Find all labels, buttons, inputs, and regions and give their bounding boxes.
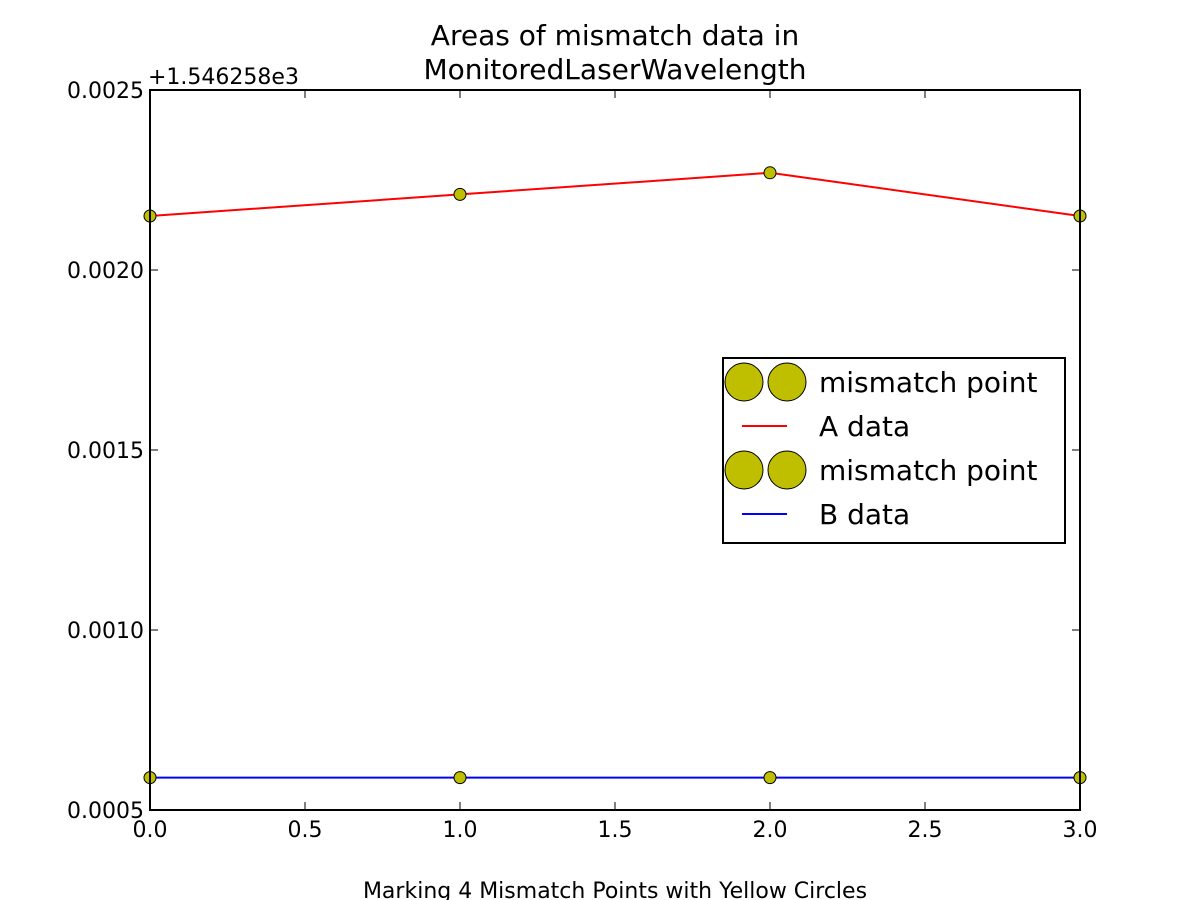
legend-label: mismatch point: [819, 454, 1038, 487]
chart-title: MonitoredLaserWavelength: [423, 53, 806, 86]
x-tick-label: 2.5: [908, 818, 943, 843]
y-tick-label: 0.0005: [67, 799, 144, 824]
x-tick-label: 1.5: [598, 818, 633, 843]
mismatch-point: [453, 187, 467, 201]
legend-marker: [724, 362, 764, 402]
y-tick-label: 0.0010: [67, 619, 144, 644]
mismatch-point: [763, 771, 777, 785]
x-tick-label: 1.0: [443, 818, 478, 843]
legend-label: B data: [819, 498, 910, 531]
y-tick-label: 0.0015: [67, 439, 144, 464]
x-tick-label: 0.5: [288, 818, 323, 843]
x-tick-label: 2.0: [753, 818, 788, 843]
mismatch-point: [453, 771, 467, 785]
legend-label: A data: [819, 410, 910, 443]
y-tick-label: 0.0025: [67, 79, 144, 104]
plot-frame: [149, 89, 1081, 811]
chart-title: Areas of mismatch data in: [431, 19, 799, 52]
x-tick-label: 0.0: [133, 818, 168, 843]
legend-marker: [767, 450, 807, 490]
x-tick-label: 3.0: [1063, 818, 1098, 843]
series-line-a-data: [149, 171, 1081, 217]
y-tick-label: 0.0020: [67, 259, 144, 284]
axis-offset-label: +1.546258e3: [148, 65, 299, 90]
x-axis-label: Marking 4 Mismatch Points with Yellow Ci…: [363, 879, 867, 900]
legend-marker: [767, 362, 807, 402]
legend-marker: [724, 450, 764, 490]
legend-box: [722, 357, 1066, 544]
mismatch-point: [763, 166, 777, 180]
legend-label: mismatch point: [819, 366, 1038, 399]
